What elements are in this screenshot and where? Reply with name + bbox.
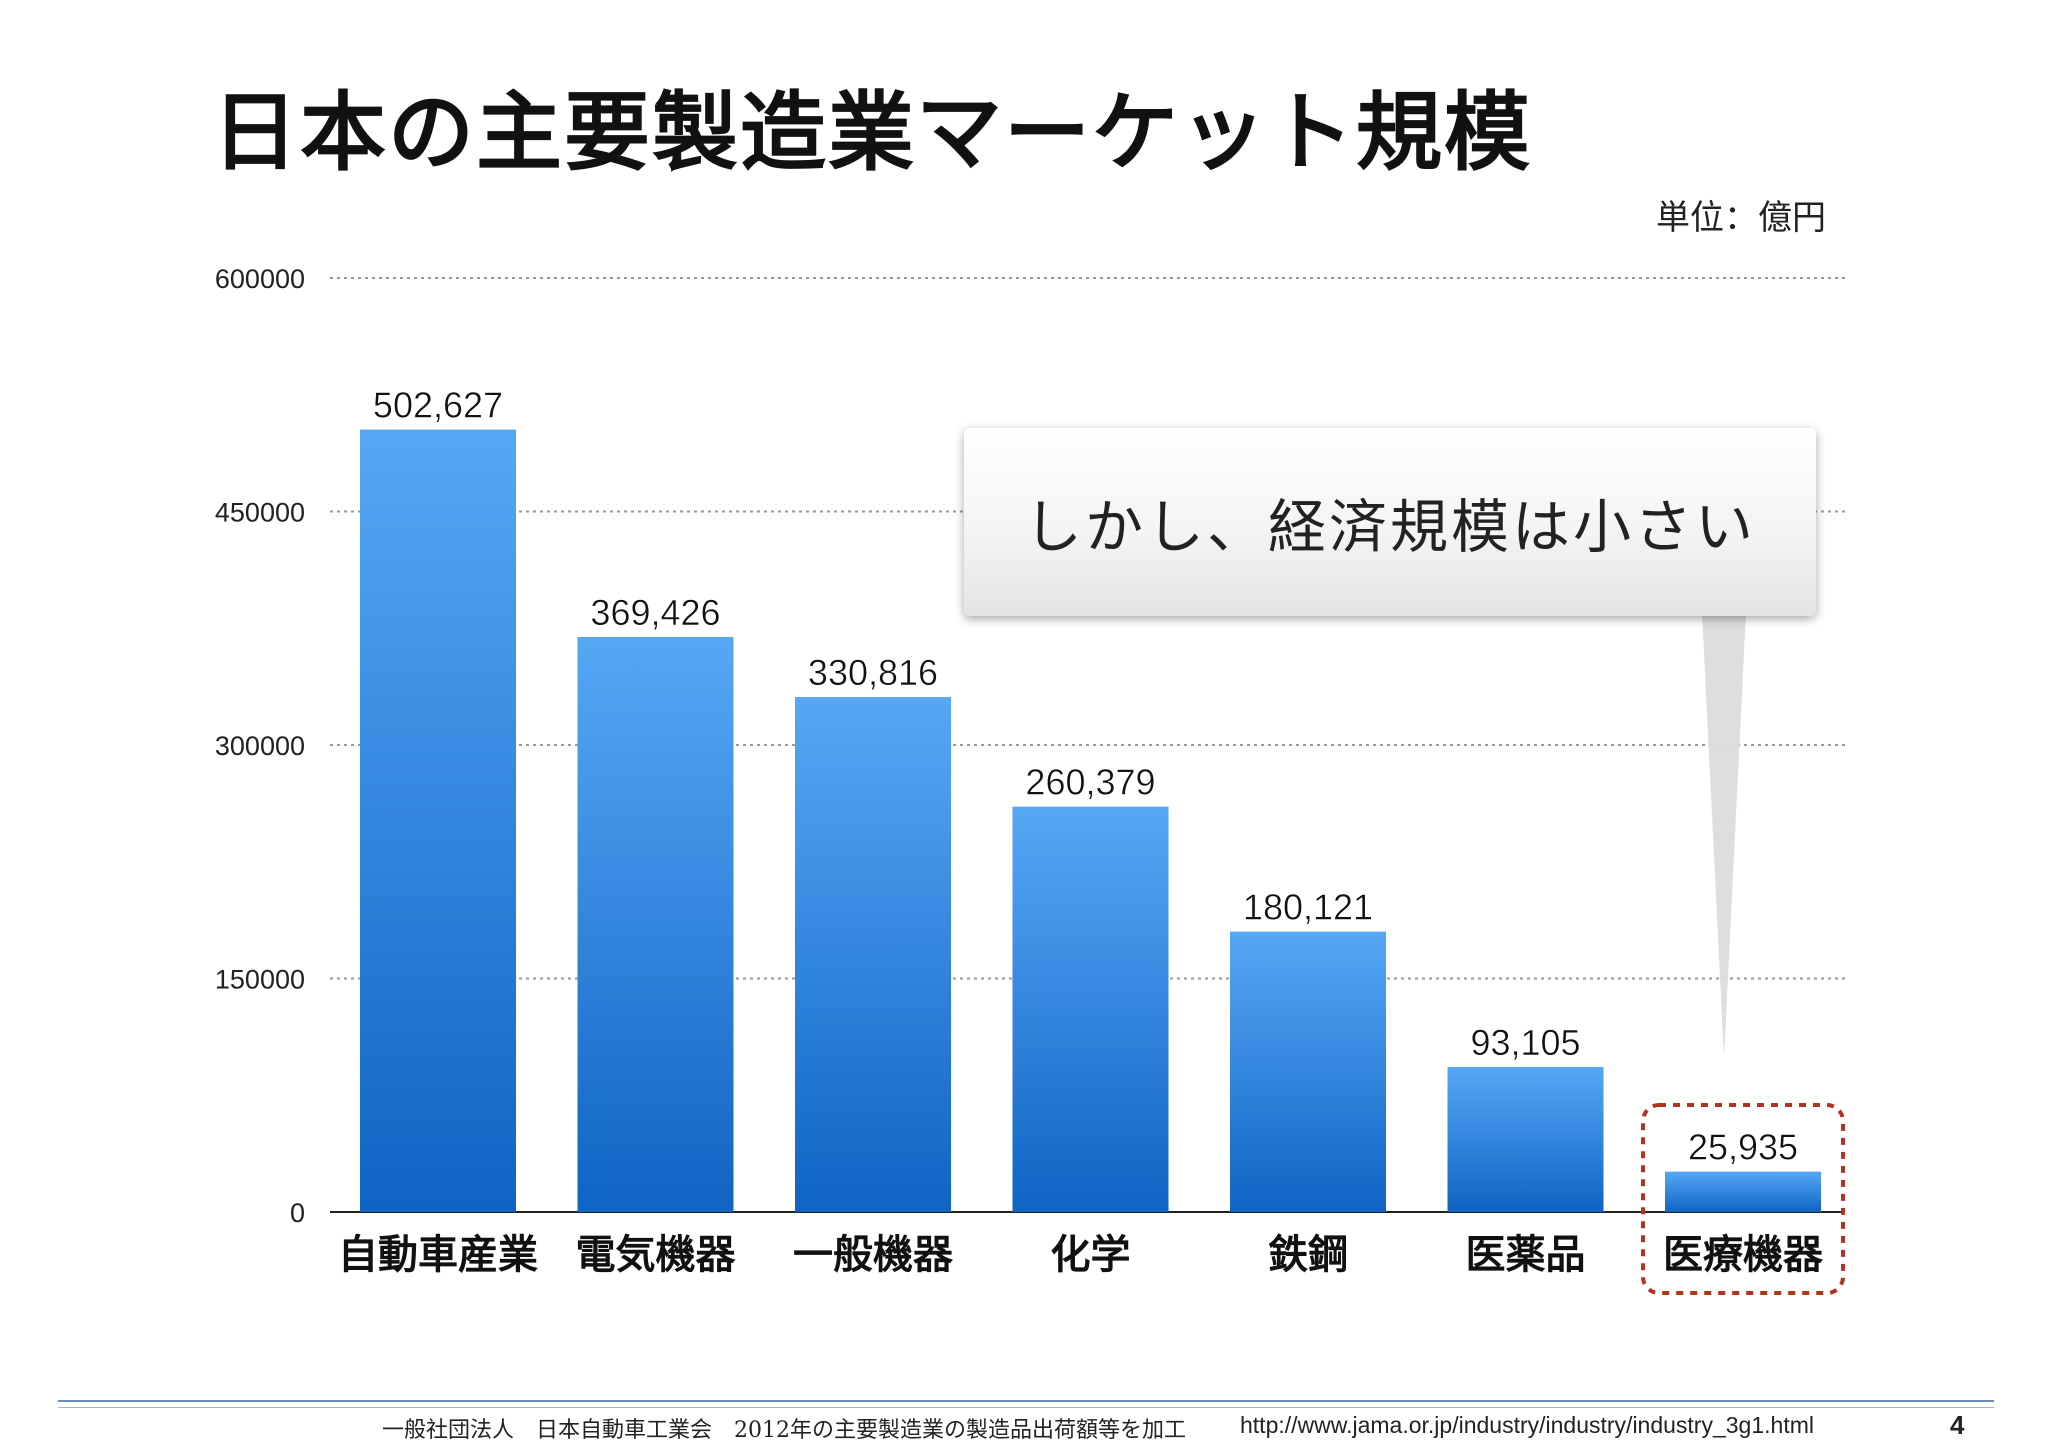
- y-axis-ticks: 0 150000 300000 450000 600000: [215, 264, 305, 1228]
- y-tick-label: 150000: [215, 965, 305, 995]
- x-category-label: 一般機器: [793, 1232, 954, 1278]
- x-category-label: 自動車産業: [338, 1232, 538, 1278]
- y-tick-label: 0: [290, 1198, 305, 1228]
- bar-value-label: 260,379: [1025, 762, 1155, 803]
- unit-label: 単位：億円: [1656, 198, 1826, 238]
- callout-pointer: [1702, 612, 1746, 1058]
- bar-value-label: 25,935: [1688, 1127, 1798, 1168]
- bar-value-label: 369,426: [590, 592, 720, 633]
- bar: [795, 697, 951, 1212]
- x-category-label: 医薬品: [1466, 1232, 1586, 1278]
- bar-value-label: 180,121: [1243, 887, 1373, 928]
- bar: [1447, 1067, 1604, 1212]
- footer-divider-secondary: [58, 1407, 1994, 1408]
- bar: [360, 429, 516, 1213]
- footer-url: http://www.jama.or.jp/industry/industry/…: [1240, 1412, 1814, 1438]
- callout-box: しかし、経済規模は小さい: [964, 428, 1816, 616]
- y-tick-label: 300000: [215, 731, 305, 761]
- footer-source: 一般社団法人 日本自動車工業会 2012年の主要製造業の製造品出荷額等を加工: [382, 1418, 1186, 1443]
- highlight-box: [1641, 1103, 1845, 1295]
- bar: [577, 636, 734, 1212]
- slide-title: 日本の主要製造業マーケット規模: [212, 83, 1532, 183]
- callout-text: しかし、経済規模は小さい: [1023, 493, 1756, 561]
- bar-value-label: 330,816: [808, 652, 938, 693]
- x-category-label: 医療機器: [1663, 1232, 1824, 1278]
- y-tick-label: 450000: [215, 498, 305, 528]
- bar: [1230, 931, 1386, 1212]
- x-axis-labels: 自動車産業 電気機器 一般機器 化学 鉄鋼 医薬品 医療機器: [338, 1103, 1845, 1295]
- bar-value-label: 93,105: [1470, 1022, 1580, 1063]
- bar: [1012, 806, 1169, 1212]
- x-category-label: 鉄鋼: [1268, 1232, 1348, 1278]
- x-category-label: 電気機器: [576, 1232, 737, 1278]
- footer-divider: [58, 1400, 1994, 1402]
- x-category-label: 化学: [1051, 1232, 1131, 1278]
- bar-value-label: 502,627: [373, 385, 503, 426]
- bars: [360, 429, 1821, 1213]
- bar-value-labels: 502,627 369,426 330,816 260,379 180,121 93,10…: [373, 384, 1799, 1168]
- y-tick-label: 600000: [215, 264, 305, 294]
- page-number: 4: [1950, 1410, 1965, 1440]
- bar: [1665, 1171, 1821, 1212]
